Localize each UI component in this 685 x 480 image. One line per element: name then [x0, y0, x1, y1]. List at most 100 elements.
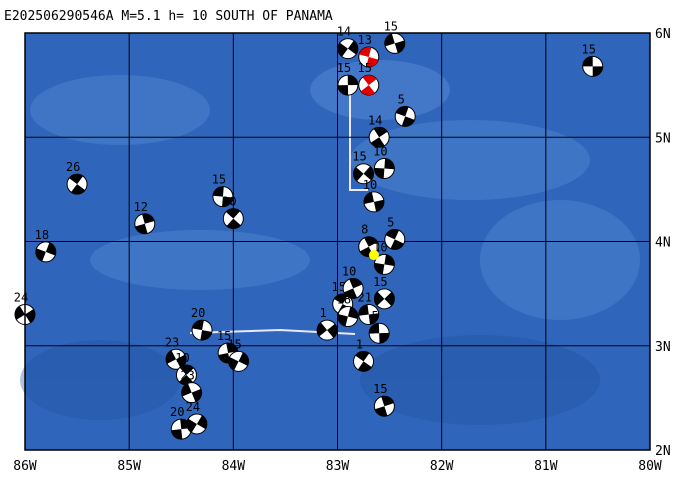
- focal-mechanism: 5: [368, 309, 390, 344]
- depth-label: 15: [352, 150, 366, 164]
- depth-label: 14: [368, 113, 382, 127]
- lat-tick-label: 5N: [655, 131, 671, 146]
- depth-label: 15: [337, 61, 351, 75]
- compression-quadrant: [395, 106, 415, 127]
- depth-label: 10: [373, 145, 387, 159]
- lon-tick-label: 82W: [430, 459, 454, 474]
- compression-quadrant: [186, 415, 207, 433]
- depth-label: 15: [373, 275, 387, 289]
- depth-label: 8: [361, 223, 368, 237]
- compression-quadrant: [385, 229, 404, 250]
- focal-mechanism: 10: [342, 264, 364, 299]
- compression-quadrant: [374, 158, 395, 179]
- depth-label: 20: [222, 195, 236, 209]
- focal-mechanism: 15: [373, 382, 395, 417]
- compression-quadrant: [337, 306, 358, 327]
- lat-tick-label: 3N: [655, 340, 671, 355]
- focal-mechanism: 8: [358, 223, 380, 258]
- depth-label: 24: [14, 290, 28, 304]
- compression-quadrant: [317, 322, 338, 338]
- compression-quadrant: [358, 304, 379, 325]
- lat-tick-label: 4N: [655, 236, 671, 251]
- compression-quadrant: [582, 56, 603, 77]
- focal-mechanism: 24: [186, 400, 208, 435]
- compression-quadrant: [374, 396, 394, 417]
- focal-mechanism: 15: [337, 61, 359, 96]
- lon-tick-label: 84W: [222, 459, 246, 474]
- focal-mechanism: 20: [170, 405, 192, 440]
- compression-quadrant: [35, 242, 56, 262]
- focal-mechanism: 12: [134, 200, 156, 235]
- map-title: E202506290546A M=5.1 h= 10 SOUTH OF PANA…: [4, 9, 333, 24]
- focal-mechanism: 20: [191, 306, 213, 341]
- depth-label: 15: [373, 382, 387, 396]
- depth-label: 24: [186, 400, 200, 414]
- focal-mechanism: 5: [384, 215, 406, 250]
- depth-label: 1: [319, 306, 326, 320]
- focal-mechanism: 10: [363, 178, 385, 213]
- depth-label: 15: [358, 61, 372, 75]
- compression-quadrant: [359, 46, 379, 67]
- focal-mechanism: 15: [212, 173, 234, 208]
- focal-mechanism: 23: [180, 369, 203, 404]
- compression-quadrant: [179, 364, 194, 385]
- focal-mechanism: 15: [352, 150, 375, 185]
- depth-label: 20: [191, 306, 205, 320]
- focal-mechanism: 15: [384, 19, 406, 54]
- depth-label: 23: [165, 335, 179, 349]
- compression-quadrant: [135, 213, 155, 234]
- compression-quadrant: [181, 383, 202, 402]
- compression-quadrant: [337, 40, 358, 57]
- compression-quadrant: [374, 291, 395, 307]
- compression-quadrant: [343, 278, 363, 299]
- depth-label: 15: [212, 173, 226, 187]
- compression-quadrant: [360, 75, 377, 96]
- focal-mechanism: 10: [373, 145, 395, 180]
- compression-quadrant: [384, 33, 405, 53]
- depth-label: 14: [337, 25, 351, 39]
- focal-mechanism: 18: [337, 293, 359, 328]
- focal-mechanism: 15: [373, 275, 395, 310]
- depth-label: 15: [331, 280, 345, 294]
- compression-quadrant: [337, 75, 358, 96]
- focal-mechanism: 18: [35, 228, 57, 263]
- depth-label: 12: [134, 200, 148, 214]
- compression-quadrant: [166, 350, 187, 369]
- frame: [24, 32, 651, 451]
- depth-label: 10: [175, 351, 189, 365]
- compression-quadrant: [353, 166, 374, 182]
- compression-quadrant: [171, 419, 192, 440]
- depth-label: 5: [372, 309, 379, 323]
- compression-quadrant: [370, 127, 388, 148]
- depth-label: 18: [35, 228, 49, 242]
- plate-boundary: [349, 95, 368, 191]
- epicenter: [368, 250, 379, 261]
- focal-mechanism: 10: [175, 351, 197, 386]
- focal-mechanism: 1: [316, 306, 338, 341]
- depth-label: 1: [356, 337, 363, 351]
- lat-tick-label: 6N: [655, 27, 671, 42]
- compression-quadrant: [69, 174, 86, 195]
- focal-mechanism: 14: [368, 113, 390, 148]
- focal-mechanism: 15: [227, 337, 250, 372]
- focal-mechanism: 14: [337, 25, 359, 60]
- compression-quadrant: [359, 236, 378, 257]
- depth-label: 23: [180, 369, 194, 383]
- depth-label: 10: [342, 264, 356, 278]
- lon-tick-label: 86W: [13, 459, 37, 474]
- lon-tick-label: 83W: [326, 459, 350, 474]
- compression-quadrant: [374, 254, 395, 275]
- compression-quadrant: [225, 208, 241, 229]
- compression-quadrant: [212, 186, 233, 207]
- depth-label: 18: [337, 293, 351, 307]
- depth-label: 13: [358, 33, 372, 47]
- lat-tick-label: 2N: [655, 444, 671, 459]
- focal-mechanism: 26: [66, 160, 88, 195]
- compression-quadrant: [218, 343, 238, 364]
- depth-label: 15: [217, 329, 231, 343]
- focal-mechanism: 15: [358, 61, 380, 96]
- focal-mechanism: 23: [165, 335, 187, 370]
- compression-quadrant: [363, 192, 384, 212]
